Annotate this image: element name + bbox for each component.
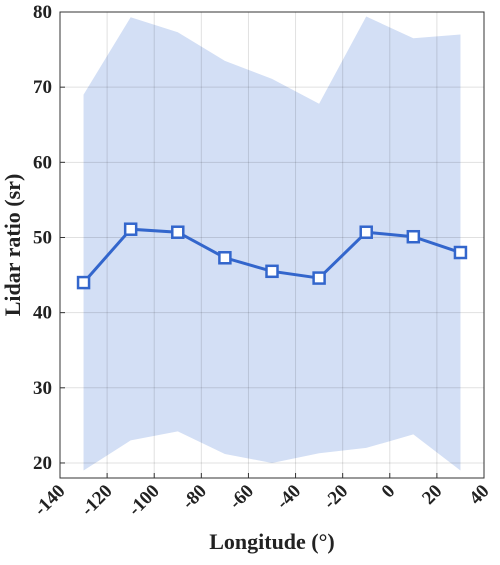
marker: [123, 222, 138, 236]
x-tick-label: -120: [77, 481, 116, 520]
x-tick-label: -20: [319, 481, 352, 514]
marker: [359, 225, 373, 239]
axes-frame: [59, 11, 485, 479]
range-band: [83, 16, 461, 471]
y-tick-label: 60: [33, 152, 52, 173]
x-tick-label: 0: [378, 481, 400, 503]
y-tick-label: 20: [33, 453, 52, 474]
y-axis-label: Lidar ratio (sr): [0, 174, 25, 317]
marker: [218, 251, 232, 265]
x-tick-label: -40: [272, 481, 305, 514]
x-tick-label: 20: [418, 481, 446, 509]
x-tick-label: 40: [465, 481, 493, 509]
y-tick-label: 80: [33, 2, 52, 23]
marker: [76, 275, 91, 290]
y-tick-label: 30: [33, 378, 52, 399]
y-tick-label: 40: [33, 303, 52, 324]
marker: [406, 229, 421, 244]
x-tick-label: -100: [124, 481, 163, 520]
marker: [312, 271, 326, 285]
y-tick-label: 70: [33, 77, 52, 98]
x-axis-label: Longitude (°): [209, 529, 335, 554]
x-tick-label: -60: [225, 481, 258, 514]
y-tick-label: 50: [33, 227, 52, 248]
x-tick-label: -140: [30, 481, 69, 520]
x-tick-label: -80: [178, 481, 211, 514]
marker: [171, 225, 185, 239]
marker: [453, 245, 468, 260]
marker: [265, 264, 279, 279]
